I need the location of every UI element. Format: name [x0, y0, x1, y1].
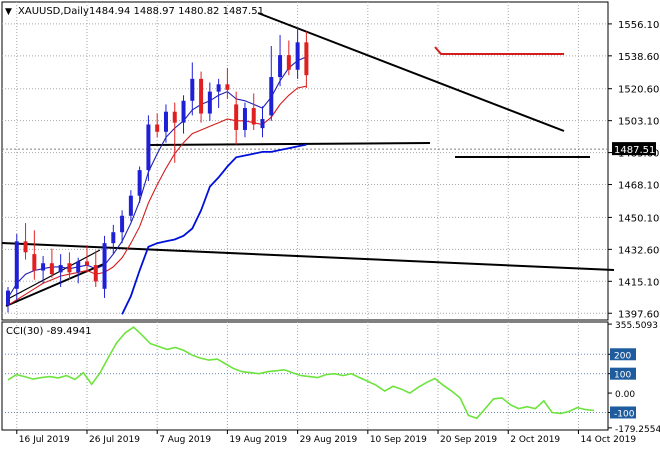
time-tick-label: 20 Sep 2019	[440, 435, 497, 445]
candle-body	[304, 42, 309, 76]
price-tick-label: 1397.60	[618, 309, 659, 320]
candle-body	[286, 55, 291, 70]
candle-body	[234, 104, 239, 130]
candle-body	[76, 261, 81, 273]
cci-level-tag	[610, 406, 636, 419]
candle-body	[128, 195, 133, 216]
cci-label: CCI(30) -89.4941	[6, 326, 92, 337]
candle-body	[295, 42, 300, 70]
candle-body	[207, 91, 212, 114]
rising-wedge-upper[interactable]	[5, 249, 101, 301]
candle-body	[32, 254, 37, 271]
price-tick-label: 1432.60	[618, 245, 659, 256]
price-tick-label: 1538.60	[618, 52, 659, 63]
cci-level-tag	[610, 348, 636, 361]
candle-body	[225, 84, 230, 90]
candle-body	[260, 119, 265, 129]
series-line	[7, 85, 307, 306]
cci-tick-label: -179.2554	[615, 425, 660, 435]
candle-body	[111, 232, 116, 244]
candle-body	[172, 111, 177, 123]
price-tick-label: 1503.10	[618, 117, 659, 128]
cci-tick-label: 355.5093	[615, 321, 658, 331]
candle-body	[102, 243, 107, 289]
candle-body	[23, 241, 28, 253]
cci-line	[7, 326, 595, 420]
cci-level-tag-label: 100	[614, 371, 631, 381]
candle-body	[93, 265, 98, 282]
candle-body	[242, 108, 247, 130]
series-line	[121, 143, 307, 315]
candle-body	[67, 263, 72, 273]
rising-wedge-lower[interactable]	[5, 262, 107, 307]
time-tick-label: 14 Oct 2019	[580, 435, 636, 445]
candle-body	[6, 290, 10, 306]
descending-resistance-trendline[interactable]	[257, 12, 565, 132]
red-target-line[interactable]	[434, 46, 564, 55]
candle-body	[163, 111, 168, 132]
cci-tick-label: 0.00	[615, 390, 635, 400]
price-tick-label: 1520.60	[618, 85, 659, 96]
time-axis: 16 Jul 2019 26 Jul 2019 7 Aug 2019 19 Aug 2…	[16, 430, 636, 445]
candle-body	[199, 78, 204, 114]
moving-average-lines	[7, 56, 307, 315]
candle-body	[84, 261, 89, 266]
horizontal-support-line[interactable]	[149, 142, 431, 146]
candles	[6, 27, 309, 313]
candle-body	[181, 100, 186, 123]
price-axis: 1556.101538.601520.601503.101485.601468.…	[608, 20, 659, 320]
candle-body	[120, 215, 125, 233]
cci-indicator: 355.50932001000.00-100-179.2554200100-10…	[2, 321, 660, 435]
time-tick-label: 7 Aug 2019	[159, 435, 211, 445]
series-line	[7, 56, 307, 299]
time-tick-label: 2 Oct 2019	[510, 435, 560, 445]
candle-body	[58, 265, 63, 273]
candle-body	[49, 263, 54, 275]
price-tick-label: 1468.10	[618, 181, 659, 192]
candle-body	[269, 77, 274, 116]
grid-layer	[2, 2, 608, 430]
time-tick-label: 19 Aug 2019	[229, 435, 287, 445]
candle-body	[216, 84, 221, 92]
candle-body	[190, 78, 195, 101]
price-tick-label: 1556.10	[618, 20, 659, 31]
symbol-label: XAUUSD,Daily	[18, 6, 89, 17]
candle-body	[278, 55, 283, 78]
cci-level-tag	[610, 367, 636, 380]
time-tick-label: 29 Aug 2019	[300, 435, 358, 445]
ohlc-readout: 1484.94 1488.97 1480.82 1487.51	[89, 6, 264, 17]
candle-body	[137, 170, 142, 196]
time-tick-label: 10 Sep 2019	[370, 435, 427, 445]
time-tick-label: 16 Jul 2019	[19, 435, 70, 445]
time-tick-label: 26 Jul 2019	[89, 435, 140, 445]
candle-body	[14, 241, 19, 289]
symbol-dropdown-icon[interactable]: ▼	[5, 7, 12, 17]
current-price-tag: 1487.51	[612, 142, 656, 156]
candle-body	[251, 108, 256, 125]
cci-level-tag-label: -100	[614, 409, 635, 419]
current-price-label: 1487.51	[614, 145, 655, 156]
cci-level-tag-label: 200	[614, 351, 631, 361]
candle-body	[41, 263, 46, 271]
candle-body	[146, 124, 151, 171]
price-tick-label: 1415.10	[618, 277, 659, 288]
candle-body	[155, 124, 160, 132]
price-tick-label: 1450.10	[618, 213, 659, 224]
